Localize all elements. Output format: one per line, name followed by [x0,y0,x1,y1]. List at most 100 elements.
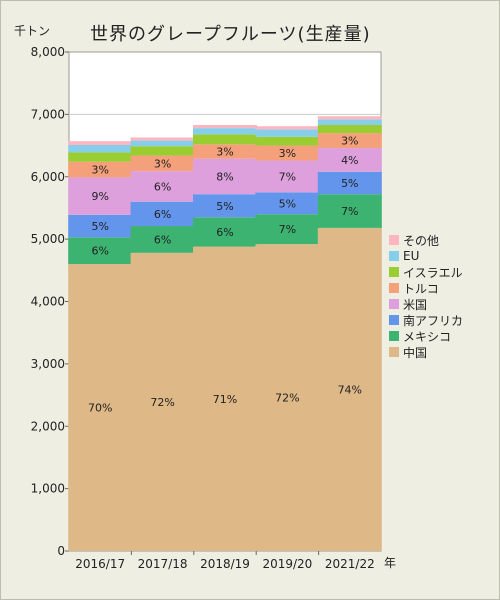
bar-segment [68,237,133,265]
legend-item: トルコ [389,280,463,296]
x-tick-label: 2016/17 [75,557,125,571]
bar-segment [68,177,133,215]
bar-segment [255,244,320,552]
data-label: 3% [154,157,171,170]
legend-label: 米国 [403,297,428,312]
bar-segment [193,158,257,195]
legend-label: イスラエル [403,265,463,280]
data-label: 72% [150,396,174,409]
bar-segment [317,133,382,149]
data-label: 7% [341,205,358,218]
bar-segment [193,217,257,247]
y-tick-label: 6,000 [31,170,65,184]
legend-swatch [389,251,399,261]
data-label: 3% [91,164,108,177]
bar-segment [317,194,382,228]
bar-segment [130,171,195,202]
bar-segment [193,194,257,218]
bar-segment [255,136,320,146]
bar-segment [130,252,195,551]
legend-item: EU [389,248,463,264]
data-label: 71% [213,393,237,406]
x-tick-label: 2019/20 [262,557,312,571]
data-label: 6% [91,245,108,258]
y-tick-label: 4,000 [31,295,65,309]
y-axis-unit-label: 千トン [14,24,51,38]
y-tick-label: 8,000 [31,45,65,59]
data-label: 9% [91,190,108,203]
legend-item: 中国 [389,344,463,360]
bar-segment [68,264,133,551]
legend-label: トルコ [403,281,439,296]
y-tick-label: 2,000 [31,419,65,433]
data-label: 6% [154,233,171,246]
bar-segment [255,129,320,137]
data-label: 8% [216,170,233,183]
legend-item: 南アフリカ [389,312,463,328]
data-label: 3% [279,147,296,160]
data-label: 7% [279,223,296,236]
data-label: 74% [338,383,362,396]
bar-segment [317,227,382,551]
legend-swatch [389,315,399,325]
bar-segment [68,152,133,162]
legend-item: イスラエル [389,264,463,280]
bar-segment [68,214,133,238]
bar-segment [255,145,320,161]
legend-label: 中国 [403,345,428,360]
data-label: 5% [279,197,296,210]
legend: その他 EU イスラエル トルコ 米国 南アフリカ メキシコ 中国 [389,232,463,360]
legend-label: 南アフリカ [403,313,464,328]
bar-segment [193,144,257,159]
data-label: 5% [91,220,108,233]
legend-swatch [389,299,399,309]
x-tick-label: 2017/18 [138,557,188,571]
bar-segment [68,141,133,145]
bar-segment [317,171,382,195]
bar-segment [193,124,257,129]
data-label: 6% [154,180,171,193]
data-label: 6% [154,208,171,221]
bar-segment [255,214,320,245]
bar-segment [130,226,195,253]
y-tick-label: 7,000 [31,107,65,121]
bar-segment [130,140,195,147]
y-tick-label: 1,000 [31,482,65,496]
data-label: 4% [341,154,358,167]
bar-segment [317,124,382,134]
bar-segment [193,128,257,135]
bar-segment [317,119,382,125]
y-tick-label: 5,000 [31,232,65,246]
legend-swatch [389,347,399,357]
chart-title: 世界のグレープフルーツ(生産量) [90,24,371,45]
legend-item: 米国 [389,296,463,312]
data-label: 3% [341,135,358,148]
legend-label: EU [403,249,420,263]
legend-item: その他 [389,232,463,248]
bar-segment [255,126,320,130]
bar-segment [130,201,195,227]
legend-swatch [389,235,399,245]
data-label: 5% [216,200,233,213]
legend-label: その他 [403,233,440,248]
y-tick-label: 3,000 [31,357,65,371]
bar-segment [130,146,195,156]
bar-segment [255,192,320,215]
legend-swatch [389,267,399,277]
bar-segment [130,155,195,172]
x-tick-label: 2018/19 [200,557,250,571]
data-label: 7% [279,170,296,183]
bar-segment [193,246,257,552]
bar-segment [317,116,382,120]
bar-segment [68,144,133,153]
bar-segment [130,137,195,141]
bar-segment [193,134,257,145]
bar-segment [255,160,320,193]
data-label: 3% [216,145,233,158]
data-label: 72% [275,392,299,405]
data-label: 6% [216,226,233,239]
y-tick-label: 0 [57,544,65,558]
x-axis-unit-label: 年 [384,556,397,570]
legend-item: メキシコ [389,328,463,344]
